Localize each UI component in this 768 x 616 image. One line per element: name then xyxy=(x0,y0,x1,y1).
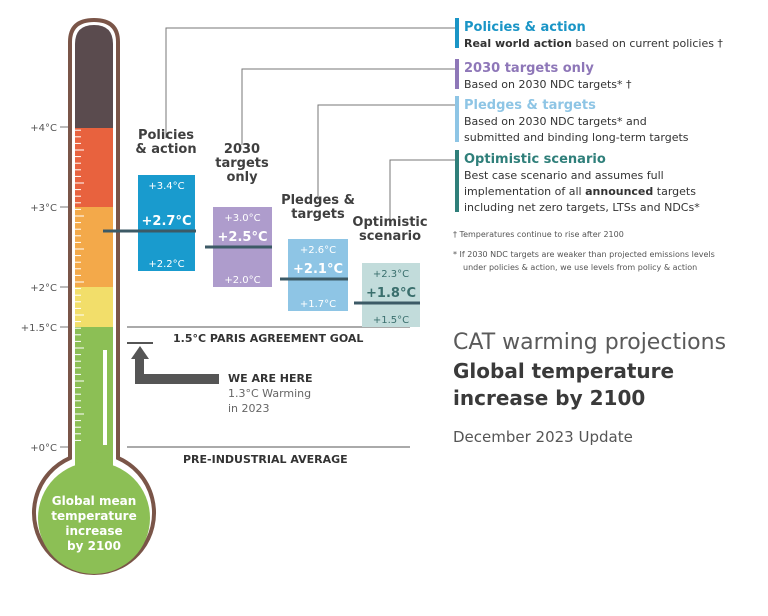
bulb-label-line: Global mean xyxy=(52,494,136,508)
legend-item: Optimistic scenario Best case scenario an… xyxy=(455,150,700,214)
scenario-bars: +3.4°C +2.7°C +2.2°C Policies& action +3.0°C… xyxy=(103,128,428,327)
scenario-title-line: targets xyxy=(215,156,269,171)
thermometer-zone-dark xyxy=(75,25,113,128)
legend-description-segment: announced xyxy=(585,185,653,198)
scenario-title-line: & action xyxy=(135,142,196,157)
legend-description-line: Based on 2030 NDC targets* and xyxy=(464,115,647,128)
bulb-label-line: increase xyxy=(65,524,122,538)
legend-description-segment: Best case scenario and assumes full xyxy=(464,169,664,182)
legend: Policies & action Real world action based… xyxy=(455,18,723,214)
heading-line: CAT warming projections xyxy=(453,330,726,355)
bulb-label-line: by 2100 xyxy=(67,539,121,553)
legend-description-line: Best case scenario and assumes full xyxy=(464,169,664,182)
scenario-low-label: +2.2°C xyxy=(148,259,184,270)
legend-item: Policies & action Real world action based… xyxy=(455,18,723,50)
legend-color-bar xyxy=(455,150,459,212)
we-are-here-marker: WE ARE HERE 1.3°C Warming in 2023 xyxy=(127,342,313,415)
thermometer: +4°C +3°C +2°C +1.5°C +0°C Global mean tempe… xyxy=(21,17,156,575)
thermometer-scale-label: +4°C xyxy=(30,123,57,134)
scenario-title-line: Optimistic xyxy=(352,215,427,230)
scenario-high-label: +2.6°C xyxy=(300,245,336,256)
scenario-title-line: targets xyxy=(291,207,345,222)
thermometer-zone-red xyxy=(75,128,113,207)
legend-color-bar xyxy=(455,18,459,48)
legend-title: 2030 targets only xyxy=(464,61,594,76)
scenario-central-label: +2.1°C xyxy=(293,262,343,277)
legend-description-segment: Real world action xyxy=(464,37,572,50)
we-are-here-arrow xyxy=(131,346,219,384)
scenario-range-bar xyxy=(288,239,348,311)
paris-goal-label: 1.5°C PARIS AGREEMENT GOAL xyxy=(173,332,363,345)
scenario-high-label: +2.3°C xyxy=(373,269,409,280)
legend-description-segment: based on current policies † xyxy=(572,37,723,50)
legend-item: Pledges & targets Based on 2030 NDC targe… xyxy=(455,96,689,144)
scenario-range-bar xyxy=(138,175,195,271)
legend-description-line: submitted and binding long-term targets xyxy=(464,131,689,144)
legend-description-segment: targets xyxy=(653,185,696,198)
footnotes: † Temperatures continue to rise after 21… xyxy=(453,230,715,272)
thermometer-scale-label: +3°C xyxy=(30,203,57,214)
legend-color-bar xyxy=(455,96,459,142)
thermometer-ticks: +4°C +3°C +2°C +1.5°C +0°C xyxy=(21,123,84,454)
footnote: † Temperatures continue to rise after 21… xyxy=(453,230,624,239)
thermometer-scale-label: +1.5°C xyxy=(21,323,57,334)
scenario-low-label: +1.5°C xyxy=(373,315,409,326)
legend-description-line: Real world action based on current polic… xyxy=(464,37,723,50)
scenario-bar-group: +2.6°C +2.1°C +1.7°C Pledges &targets xyxy=(280,193,355,311)
leader-lines xyxy=(165,27,455,225)
scenario-title-line: only xyxy=(226,170,258,185)
thermometer-scale-label: +0°C xyxy=(30,443,57,454)
legend-title: Policies & action xyxy=(464,20,586,35)
scenario-central-label: +2.7°C xyxy=(142,214,192,229)
we-are-here-title: WE ARE HERE xyxy=(228,372,313,385)
scenario-title-line: 2030 xyxy=(224,142,260,157)
heading-line: Global temperature xyxy=(453,359,674,383)
thermometer-zone-orange xyxy=(75,207,113,287)
legend-color-bar xyxy=(455,59,459,89)
legend-description-line: Based on 2030 NDC targets* † xyxy=(464,78,632,91)
we-are-here-value: 1.3°C Warming xyxy=(228,387,311,400)
leader-line-optimistic xyxy=(389,159,455,225)
we-are-here-year: in 2023 xyxy=(228,402,270,415)
heading-line: increase by 2100 xyxy=(453,386,645,410)
legend-description-line: including net zero targets, LTSs and NDC… xyxy=(464,201,700,214)
leader-line-policies xyxy=(165,27,455,138)
scenario-title-line: scenario xyxy=(359,229,421,244)
legend-description-line: implementation of all announced targets xyxy=(464,185,696,198)
thermometer-scale-label: +2°C xyxy=(30,283,57,294)
bulb-label: Global mean temperature increase by 2100 xyxy=(51,494,136,553)
thermometer-bulb xyxy=(38,462,150,574)
scenario-low-label: +2.0°C xyxy=(224,275,260,286)
bulb-label-line: temperature xyxy=(51,509,136,523)
legend-description-segment: implementation of all xyxy=(464,185,585,198)
footnote: under policies & action, we use levels f… xyxy=(463,263,697,272)
scenario-range-bar xyxy=(362,263,420,327)
legend-description-segment: Based on 2030 NDC targets* † xyxy=(464,78,632,91)
pre-industrial-label: PRE-INDUSTRIAL AVERAGE xyxy=(183,453,348,466)
heading: CAT warming projections Global temperatu… xyxy=(453,330,726,446)
scenario-central-label: +1.8°C xyxy=(366,286,416,301)
leader-line-2030 xyxy=(241,68,455,145)
footnote: * If 2030 NDC targets are weaker than pr… xyxy=(453,250,715,259)
legend-title: Pledges & targets xyxy=(464,98,596,113)
legend-item: 2030 targets only Based on 2030 NDC targe… xyxy=(455,59,632,91)
scenario-central-label: +2.5°C xyxy=(218,230,268,245)
leader-line-pledges xyxy=(317,104,455,200)
scenario-title-line: Pledges & xyxy=(281,193,355,208)
scenario-title-line: Policies xyxy=(138,128,194,143)
legend-title: Optimistic scenario xyxy=(464,152,606,167)
scenario-high-label: +3.4°C xyxy=(148,181,184,192)
scenario-bar-group: +3.4°C +2.7°C +2.2°C Policies& action xyxy=(103,128,197,271)
thermometer-stem-gap xyxy=(103,350,107,445)
thermometer-zone-yellow xyxy=(75,287,113,327)
heading-update: December 2023 Update xyxy=(453,428,633,446)
scenario-high-label: +3.0°C xyxy=(224,213,260,224)
legend-description-segment: submitted and binding long-term targets xyxy=(464,131,689,144)
scenario-low-label: +1.7°C xyxy=(300,299,336,310)
legend-description-segment: including net zero targets, LTSs and NDC… xyxy=(464,201,700,214)
legend-description-segment: Based on 2030 NDC targets* and xyxy=(464,115,647,128)
